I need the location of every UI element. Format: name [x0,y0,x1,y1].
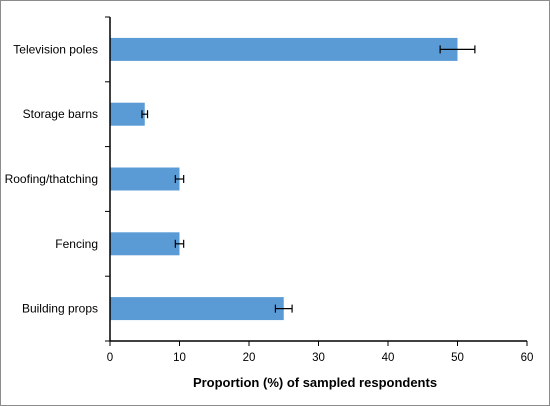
category-label: Television poles [13,42,98,56]
bar [110,232,180,256]
x-tick-label: 60 [521,352,534,364]
axes-group [105,16,528,346]
category-labels-group: Television poles Storage barns Roofing/tha… [5,42,98,315]
bar [110,102,145,126]
x-tick-label: 0 [107,352,113,364]
x-tick-label: 40 [382,352,395,364]
category-label: Fencing [55,237,98,251]
bar [110,297,284,321]
bars-group [110,37,458,321]
tick-labels-group: 0 10 20 30 40 50 60 [107,352,534,364]
x-tick-label: 10 [173,352,186,364]
x-axis-label: Proportion (%) of sampled respondents [193,375,437,390]
x-tick-label: 20 [243,352,256,364]
x-tick-label: 30 [312,352,325,364]
bar [110,37,458,61]
bar [110,167,180,191]
category-label: Building props [22,302,98,316]
category-label: Roofing/thatching [5,172,98,186]
x-tick-label: 50 [451,352,464,364]
error-bars-group [141,45,476,313]
category-label: Storage barns [23,107,98,121]
